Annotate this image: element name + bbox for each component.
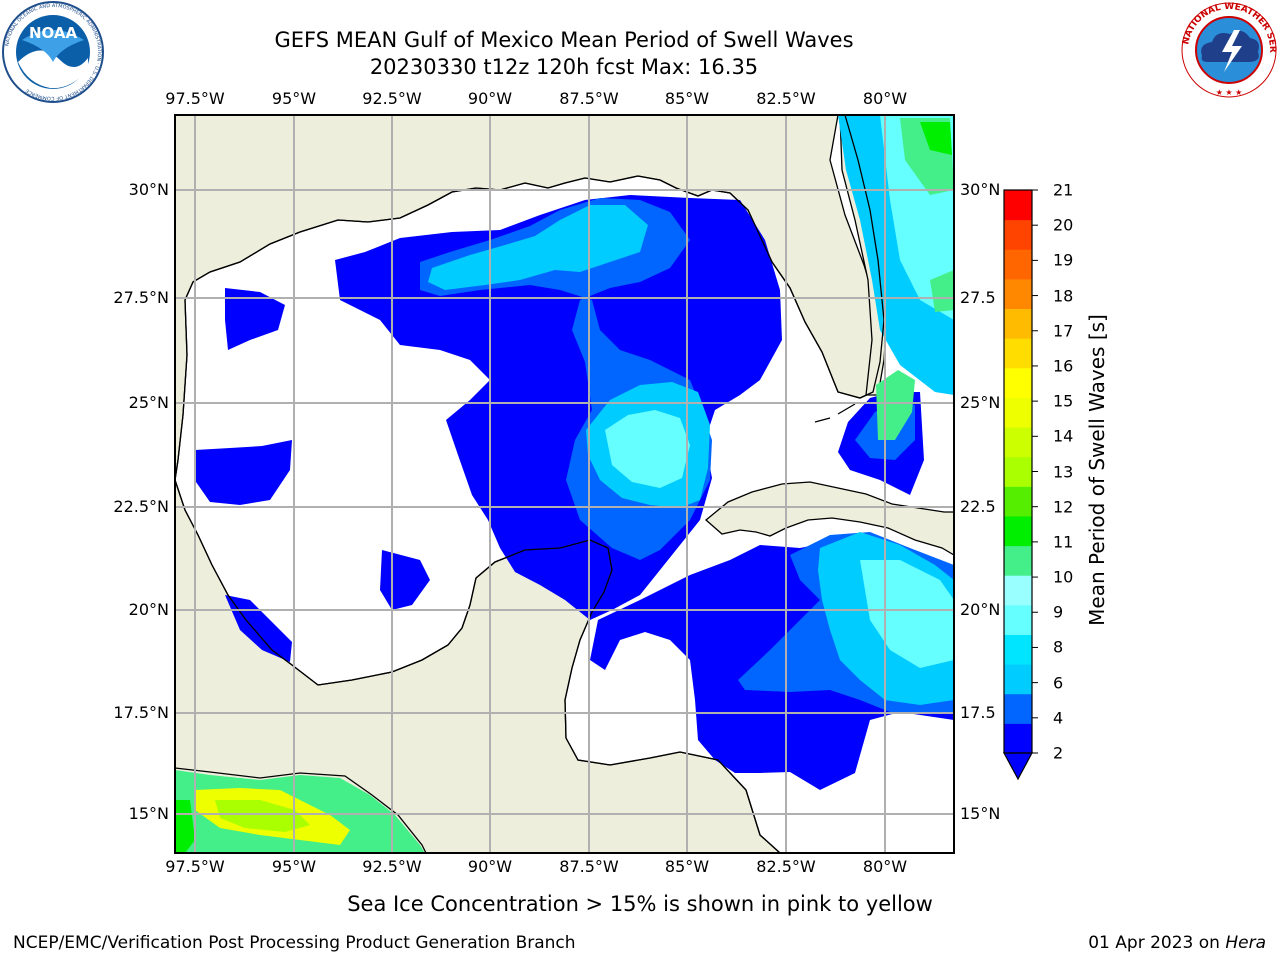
lat-tick-label-left: 30°N xyxy=(128,180,169,199)
contour-2-4s-west3 xyxy=(225,595,292,662)
lon-tick-label-bottom: 92.5°W xyxy=(362,857,422,876)
pacific-yellowgreen xyxy=(215,800,310,832)
lat-tick-label-right: 25°N xyxy=(960,393,1001,412)
colorbar-segment xyxy=(1004,693,1032,724)
colorbar-segment xyxy=(1004,575,1032,606)
contour-2-4s-west2 xyxy=(195,440,292,505)
lat-tick-label-left: 15°N xyxy=(128,804,169,823)
colorbar-tick-label: 6 xyxy=(1053,673,1064,693)
lat-tick-label-right: 17.5 xyxy=(960,703,996,722)
colorbar-tick-label: 20 xyxy=(1053,215,1074,235)
colorbar-extension xyxy=(1002,752,1034,781)
lon-tick-label-top: 95°W xyxy=(271,89,317,108)
colorbar-segment xyxy=(1004,367,1032,398)
colorbar-segment xyxy=(1004,308,1032,339)
colorbar-segment xyxy=(1004,190,1032,221)
lon-tick-label-top: 97.5°W xyxy=(165,89,225,108)
lat-tick-label-right: 30°N xyxy=(960,180,1001,199)
contour-2-4s-west1 xyxy=(225,288,285,350)
lon-tick-label-bottom: 85°W xyxy=(664,857,710,876)
lat-tick-label-right: 22.5 xyxy=(960,497,996,516)
lat-tick-label-right: 15°N xyxy=(960,804,1001,823)
sea-ice-note: Sea Ice Concentration > 15% is shown in … xyxy=(347,892,933,916)
colorbar-tick-label: 12 xyxy=(1053,497,1074,517)
colorbar-segment xyxy=(1004,427,1032,458)
lon-tick-label-top: 87.5°W xyxy=(559,89,619,108)
colorbar-segment xyxy=(1004,723,1032,754)
colorbar-tick-label: 17 xyxy=(1053,321,1074,341)
colorbar-segment xyxy=(1004,545,1032,576)
colorbar xyxy=(1002,189,1038,781)
colorbar-segment xyxy=(1004,604,1032,635)
lon-tick-label-top: 85°W xyxy=(664,89,710,108)
lat-tick-label-left: 27.5°N xyxy=(113,288,169,307)
colorbar-tick-label: 18 xyxy=(1053,286,1074,306)
colorbar-segment xyxy=(1004,219,1032,250)
lat-tick-label-right: 27.5 xyxy=(960,288,996,307)
colorbar-segment xyxy=(1004,486,1032,517)
contour-8-9s-gulf xyxy=(605,410,690,488)
footer-date-text: 01 Apr 2023 on xyxy=(1088,933,1226,953)
lat-tick-label-left: 20°N xyxy=(128,600,169,619)
colorbar-tick-label: 16 xyxy=(1053,356,1074,376)
colorbar-segment xyxy=(1004,634,1032,665)
contour-10-11s-atlantic xyxy=(920,122,952,155)
lon-tick-label-bottom: 90°W xyxy=(467,857,513,876)
nws-logo: NATIONAL WEATHER SERVICE ★ ★ ★ xyxy=(1178,0,1277,98)
contour-9-11s-ne xyxy=(930,270,954,312)
colorbar-tick-label: 9 xyxy=(1053,602,1064,622)
colorbar-tick-label: 13 xyxy=(1053,462,1074,481)
lon-tick-label-bottom: 97.5°W xyxy=(165,857,225,876)
lon-tick-label-top: 92.5°W xyxy=(362,89,422,108)
colorbar-label: Mean Period of Swell Waves [s] xyxy=(1085,314,1109,626)
lon-tick-label-bottom: 95°W xyxy=(271,857,317,876)
us-coastline xyxy=(174,114,885,481)
colorbar-tick-label: 15 xyxy=(1053,391,1074,411)
lon-tick-label-top: 90°W xyxy=(467,89,513,108)
footer-branch: NCEP/EMC/Verification Post Processing Pr… xyxy=(13,933,576,953)
colorbar-segment xyxy=(1004,664,1032,695)
colorbar-tick-label: 14 xyxy=(1053,426,1074,446)
chart-subtitle: 20230330 t12z 120h fcst Max: 16.35 xyxy=(369,55,759,79)
mexico-coastline xyxy=(174,479,781,854)
lat-tick-label-left: 25°N xyxy=(128,393,169,412)
land-cuba xyxy=(704,481,955,557)
svg-text:★ ★ ★: ★ ★ ★ xyxy=(1216,88,1243,97)
lon-tick-label-bottom: 87.5°W xyxy=(559,857,619,876)
colorbar-segment xyxy=(1004,249,1032,280)
colorbar-tick-label: 10 xyxy=(1053,567,1074,587)
colorbar-segment xyxy=(1004,278,1032,310)
colorbar-segment xyxy=(1004,515,1032,547)
lon-tick-label-top: 82.5°W xyxy=(756,89,816,108)
noaa-logo-text: NOAA xyxy=(29,24,78,42)
colorbar-tick-label: 19 xyxy=(1053,250,1074,270)
lon-tick-label-bottom: 82.5°W xyxy=(756,857,816,876)
map-gridlines xyxy=(175,115,954,853)
lat-tick-label-left: 17.5°N xyxy=(113,703,169,722)
colorbar-segment xyxy=(1004,338,1032,369)
footer-date: 01 Apr 2023 on Hera xyxy=(1088,933,1266,953)
colorbar-tick-label: 21 xyxy=(1053,180,1074,200)
map-frame xyxy=(174,114,955,854)
lat-tick-label-left: 22.5°N xyxy=(113,497,169,516)
lat-tick-label-right: 20°N xyxy=(960,600,1001,619)
contour-6-8s-north xyxy=(428,205,648,290)
pacific-coastline xyxy=(174,767,427,854)
footer-host: Hera xyxy=(1225,933,1266,953)
lon-tick-label-bottom: 80°W xyxy=(862,857,908,876)
swell-contours xyxy=(195,115,954,790)
colorbar-segment xyxy=(1004,456,1032,487)
contour-8-9s-caribbean xyxy=(860,560,954,668)
lon-tick-label-top: 80°W xyxy=(862,89,908,108)
chart-title: GEFS MEAN Gulf of Mexico Mean Period of … xyxy=(274,28,854,52)
noaa-logo: NOAA NATIONAL OCEANIC AND ATMOSPHERIC AD… xyxy=(2,1,104,103)
colorbar-tick-label: 4 xyxy=(1053,708,1064,728)
colorbar-segment xyxy=(1004,397,1032,428)
colorbar-tick-label: 8 xyxy=(1053,637,1064,657)
florida-keys xyxy=(814,403,856,423)
colorbar-tick-label: 11 xyxy=(1053,532,1074,552)
colorbar-tick-label: 2 xyxy=(1053,743,1064,763)
